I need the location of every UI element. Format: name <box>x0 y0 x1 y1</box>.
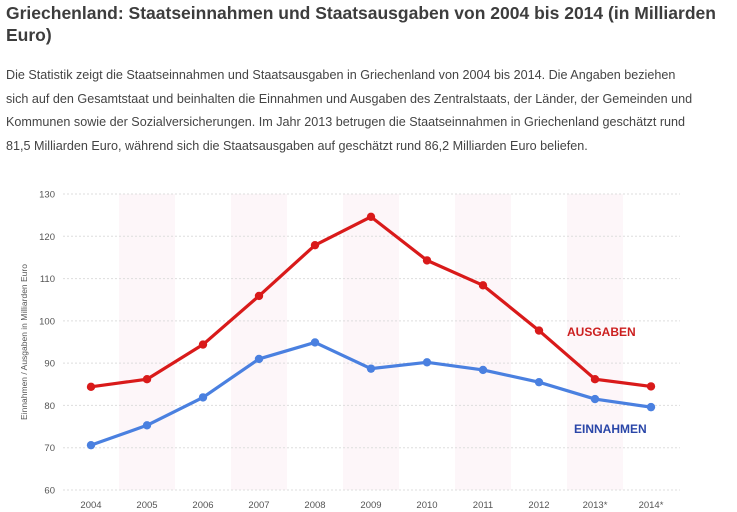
data-point-einnahmen[interactable] <box>646 402 656 412</box>
series-label-einnahmen: EINNAHMEN <box>574 422 647 436</box>
y-axis-label: Einnahmen / Ausgaben in Milliarden Euro <box>19 264 29 420</box>
y-tick-label: 130 <box>39 190 55 201</box>
chart-title: Griechenland: Staatseinnahmen und Staats… <box>6 3 716 45</box>
y-tick-label: 70 <box>44 443 55 454</box>
column-band <box>343 194 399 490</box>
data-point-ausgaben[interactable] <box>366 212 376 222</box>
x-tick-label: 2009 <box>360 500 381 511</box>
x-tick-label: 2006 <box>192 500 213 511</box>
data-point-ausgaben[interactable] <box>590 375 600 384</box>
data-point-ausgaben[interactable] <box>86 382 96 392</box>
y-tick-label: 120 <box>39 232 55 243</box>
data-point-einnahmen[interactable] <box>310 338 320 347</box>
data-point-einnahmen[interactable] <box>142 421 152 430</box>
data-point-einnahmen[interactable] <box>590 394 600 404</box>
chart-description: Die Statistik zeigt die Staatseinnahmen … <box>6 68 693 153</box>
y-tick-label: 100 <box>39 316 55 327</box>
column-band <box>567 194 623 490</box>
data-point-ausgaben[interactable] <box>310 240 320 250</box>
data-point-einnahmen[interactable] <box>422 358 432 367</box>
y-tick-label: 60 <box>44 486 55 497</box>
data-point-einnahmen[interactable] <box>478 365 488 375</box>
x-tick-label: 2013* <box>583 500 608 511</box>
data-point-ausgaben[interactable] <box>254 291 264 301</box>
data-point-ausgaben[interactable] <box>534 326 544 335</box>
data-point-einnahmen[interactable] <box>254 354 264 364</box>
x-tick-label: 2010 <box>416 500 437 511</box>
data-point-ausgaben[interactable] <box>198 340 208 349</box>
y-tick-label: 80 <box>44 401 55 412</box>
series-label-ausgaben: AUSGABEN <box>567 325 636 339</box>
data-point-einnahmen[interactable] <box>366 364 376 373</box>
x-tick-label: 2004 <box>80 500 101 511</box>
data-point-einnahmen[interactable] <box>86 440 96 450</box>
column-band <box>119 194 175 490</box>
x-tick-label: 2007 <box>248 500 269 511</box>
x-tick-label: 2005 <box>136 500 157 511</box>
data-point-ausgaben[interactable] <box>142 375 152 384</box>
data-point-ausgaben[interactable] <box>478 281 488 290</box>
data-point-ausgaben[interactable] <box>646 382 656 391</box>
data-point-einnahmen[interactable] <box>198 393 208 402</box>
column-band <box>231 194 287 490</box>
y-tick-label: 110 <box>40 274 55 285</box>
x-tick-label: 2011 <box>473 500 493 511</box>
x-tick-label: 2008 <box>304 500 325 511</box>
data-point-ausgaben[interactable] <box>422 256 432 265</box>
y-tick-label: 90 <box>44 359 55 370</box>
column-band <box>455 194 511 490</box>
x-tick-label: 2014* <box>639 500 664 511</box>
x-tick-label: 2012 <box>528 500 549 511</box>
data-point-einnahmen[interactable] <box>534 377 544 387</box>
